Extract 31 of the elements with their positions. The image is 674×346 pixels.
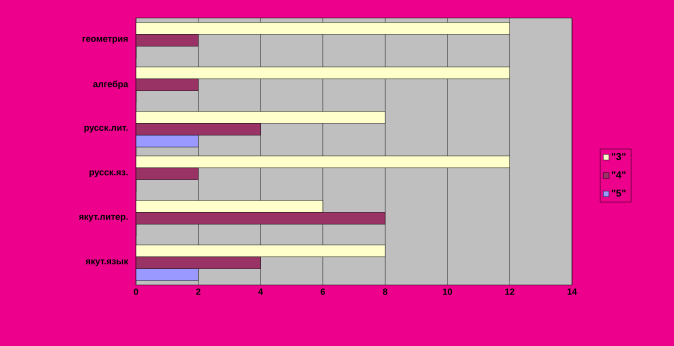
y-tick-label: геометрия — [82, 36, 128, 44]
x-tick-label: 14 — [568, 288, 577, 295]
bar — [136, 66, 510, 80]
bar — [136, 244, 386, 258]
x-tick-label: 10 — [443, 288, 452, 295]
bar — [136, 123, 261, 136]
bar — [136, 78, 198, 91]
bar — [136, 111, 386, 124]
x-tick-label: 0 — [134, 288, 138, 295]
bar — [136, 168, 198, 180]
x-tick-label: 12 — [505, 288, 514, 295]
bar — [136, 134, 198, 148]
bar — [136, 34, 198, 46]
y-tick-label: русск.яз. — [90, 170, 128, 178]
x-tick-label: 6 — [320, 288, 326, 295]
x-tick-label: 2 — [196, 288, 200, 295]
y-tick-label: якут.литер. — [78, 214, 128, 222]
x-tick-label: 8 — [382, 288, 388, 295]
y-tick-label: якут.язык — [85, 259, 128, 266]
bar — [136, 200, 324, 213]
bar — [136, 22, 510, 35]
bar — [136, 156, 510, 168]
bar — [136, 268, 198, 281]
bar — [136, 256, 261, 269]
y-tick-label: русск.лит. — [84, 126, 128, 133]
legend-label: "5" — [612, 190, 626, 197]
y-tick-label: алгебра — [93, 80, 128, 89]
bar — [136, 212, 386, 224]
legend-label: "3" — [612, 152, 626, 160]
legend-label: "4" — [612, 171, 626, 178]
x-tick-label: 4 — [258, 288, 264, 295]
